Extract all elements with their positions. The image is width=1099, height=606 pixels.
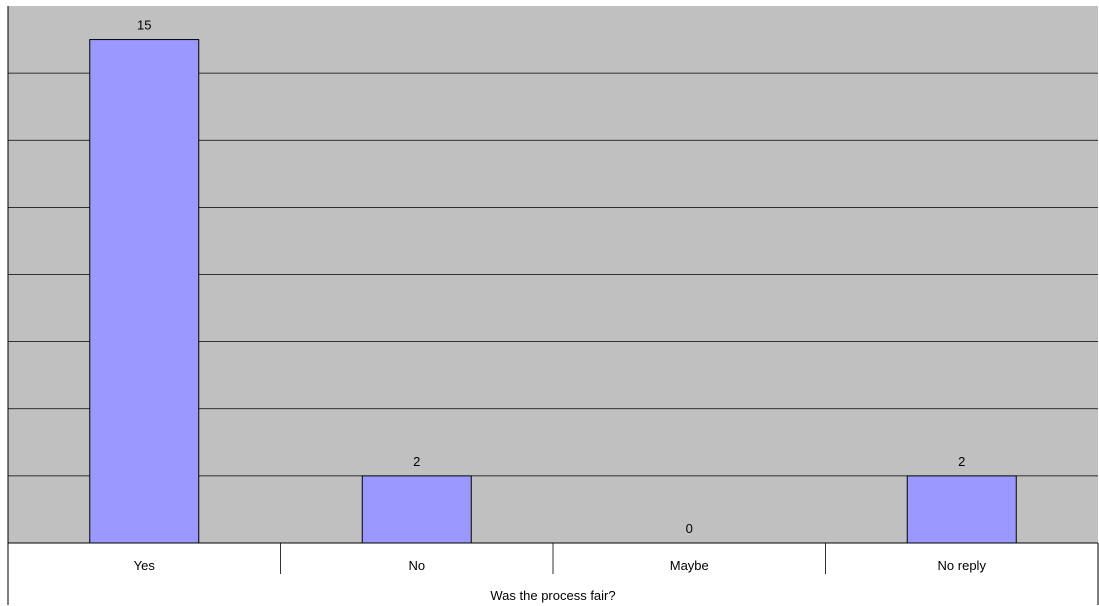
value-labels: 15 2 0 2 xyxy=(137,18,965,536)
x-tick-label: Yes xyxy=(134,558,156,573)
bar-no xyxy=(361,475,472,544)
data-label: 2 xyxy=(958,454,965,469)
bar-yes xyxy=(89,39,200,544)
data-label: 0 xyxy=(686,521,693,536)
data-label: 2 xyxy=(413,454,420,469)
x-axis-title: Was the process fair? xyxy=(490,588,615,603)
data-label: 15 xyxy=(137,18,151,33)
x-tick-label: No xyxy=(408,558,425,573)
x-tick-label: No reply xyxy=(938,558,987,573)
bar-no-reply xyxy=(906,475,1017,544)
x-tick-label: Maybe xyxy=(670,558,709,573)
x-axis: Yes No Maybe No reply xyxy=(7,6,1099,605)
